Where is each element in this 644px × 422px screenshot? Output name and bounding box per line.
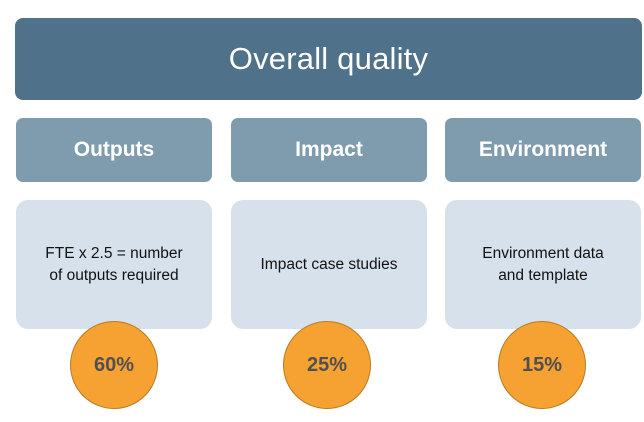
overall-quality-banner: Overall quality: [15, 18, 642, 100]
environment-header: Environment: [445, 118, 641, 182]
impact-weight-circle: 25%: [283, 321, 371, 409]
environment-description: Environment data and template: [445, 200, 641, 329]
outputs-weight-circle: 60%: [70, 321, 158, 409]
outputs-description: FTE x 2.5 = number of outputs required: [16, 200, 212, 329]
outputs-description-text: FTE x 2.5 = number of outputs required: [45, 244, 183, 284]
impact-description: Impact case studies: [231, 200, 427, 329]
environment-description-text: Environment data and template: [482, 244, 604, 284]
impact-header: Impact: [231, 118, 427, 182]
environment-weight-circle: 15%: [498, 321, 586, 409]
outputs-header: Outputs: [16, 118, 212, 182]
impact-description-text: Impact case studies: [260, 255, 398, 273]
